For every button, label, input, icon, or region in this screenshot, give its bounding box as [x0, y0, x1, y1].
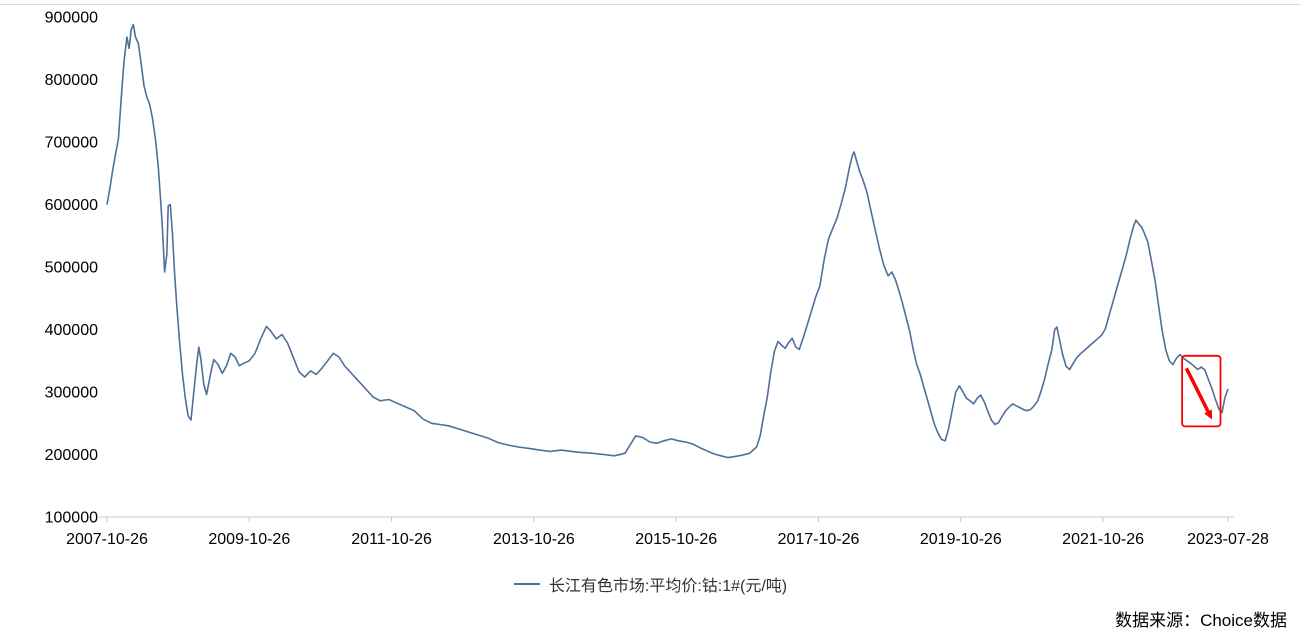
y-axis-label: 200000: [45, 447, 98, 464]
legend: 长江有色市场:平均价:钴:1#(元/吨): [0, 572, 1301, 596]
y-axis-label: 300000: [45, 385, 98, 402]
y-axis-label: 800000: [45, 72, 98, 89]
x-axis-label: 2017-10-26: [778, 531, 860, 548]
x-axis-label: 2019-10-26: [920, 531, 1002, 548]
top-divider: [0, 4, 1301, 5]
x-axis-label: 2013-10-26: [493, 531, 575, 548]
y-axis-label: 100000: [45, 510, 98, 527]
legend-label: 长江有色市场:平均价:钴:1#(元/吨): [548, 578, 788, 595]
data-source-note: 数据来源：Choice数据: [1115, 611, 1287, 630]
annotation-arrowhead: [1204, 409, 1212, 420]
trend-annotation: [1181, 354, 1222, 428]
x-axis-label: 2023-07-28: [1187, 531, 1269, 548]
y-axis-label: 400000: [45, 322, 98, 339]
x-axis-label: 2011-10-26: [351, 531, 432, 548]
x-axis-label: 2007-10-26: [66, 531, 148, 548]
x-axis-label: 2009-10-26: [208, 531, 290, 548]
price-chart: 100000 200000 300000 400000 500000 600000 7000…: [45, 10, 1269, 549]
x-axis-label: 2015-10-26: [635, 531, 717, 548]
y-axis-labels: 100000 200000 300000 400000 500000 600000 7000…: [45, 10, 98, 527]
price-line: [106, 23, 1229, 459]
annotation-arrow-shaft: [1184, 367, 1212, 416]
x-axis-ticks: [106, 517, 1229, 522]
x-axis-labels: 2007-10-26 2009-10-26 2011-10-26 2013-10-26…: [66, 531, 1269, 548]
y-axis-label: 700000: [45, 135, 98, 152]
annotation-box: [1181, 354, 1222, 428]
y-axis-label: 500000: [45, 260, 98, 277]
y-axis-label: 900000: [45, 10, 98, 27]
x-axis-label: 2021-10-26: [1062, 531, 1144, 548]
y-axis-label: 600000: [45, 197, 98, 214]
legend-line-swatch: [513, 583, 540, 585]
